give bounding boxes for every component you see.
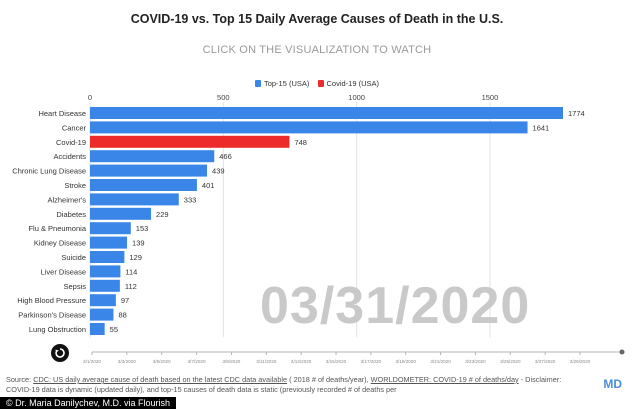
chart-title: COVID-19 vs. Top 15 Daily Average Causes… <box>130 12 504 26</box>
category-label: Alzheimer's <box>47 195 86 204</box>
timeline-tick-label: 3/15/2020 <box>326 359 347 364</box>
category-labels: Heart Disease Cancer Covid-19 Accidents Chro… <box>12 109 87 334</box>
chart-legend: Top-15 (USA) Covid-19 (USA) <box>0 79 634 88</box>
data-label: 112 <box>125 282 137 291</box>
data-labels: 1774 1641 748 466 439 401 333 229 153 139 129 114 11… <box>110 109 585 334</box>
bar <box>90 179 197 191</box>
source-text-2: - Disclaimer: COVID-19 data is dynamic (… <box>6 375 562 394</box>
timeline-tick-label: 3/13/2020 <box>291 359 312 364</box>
x-axis-ticks: 0 500 1000 1500 <box>88 93 498 102</box>
data-label: 114 <box>125 267 137 276</box>
data-label: 55 <box>110 325 118 334</box>
data-label: 97 <box>121 296 129 305</box>
data-label: 129 <box>129 253 142 262</box>
category-label: Parkinson's Disease <box>18 311 86 320</box>
data-label: 153 <box>136 224 149 233</box>
category-label: Liver Disease <box>41 267 86 276</box>
bar <box>90 107 563 119</box>
legend-item-covid[interactable]: Covid-19 (USA) <box>317 79 380 88</box>
category-label: Flu & Pneumonia <box>28 224 86 233</box>
bar <box>90 164 208 177</box>
bar <box>90 222 131 235</box>
timeline-tick-label: 3/23/2020 <box>465 359 486 364</box>
x-tick-label: 1500 <box>482 93 499 102</box>
watch-visualization-link[interactable]: CLICK ON THE VISUALIZATION TO WATCH <box>202 44 432 56</box>
bar-chart[interactable]: 0 500 1000 1500 Heart Disease Cancer Covid-19… <box>0 0 634 370</box>
source-label: Source: <box>6 375 32 384</box>
bar <box>90 294 116 307</box>
timeline-tick-label: 3/21/2020 <box>430 359 451 364</box>
legend-item-top15[interactable]: Top-15 (USA) <box>254 79 310 88</box>
bar <box>90 279 120 292</box>
category-label: Kidney Disease <box>34 239 86 248</box>
timeline-tick-label: 3/3/2020 <box>118 359 136 364</box>
bar <box>90 265 121 278</box>
x-tick-label: 1000 <box>348 93 365 102</box>
x-tick-label: 500 <box>217 93 230 102</box>
replay-button[interactable] <box>51 344 69 362</box>
bars <box>90 107 563 335</box>
timeline-handle <box>619 349 625 355</box>
timeline-tick-label: 3/29/2020 <box>570 359 591 364</box>
category-label: Covid-19 <box>56 138 86 147</box>
cdc-source-link[interactable]: CDC: US daily average cause of death bas… <box>33 375 288 384</box>
timeline-axis[interactable]: 3/1/2020 3/3/2020 3/5/2020 3/7/2020 3/9/2020… <box>83 349 625 365</box>
timeline-tick-label: 3/25/2020 <box>500 359 521 364</box>
bar <box>90 150 215 163</box>
legend-label-top15: Top-15 (USA) <box>263 79 310 88</box>
data-label: 229 <box>156 210 169 219</box>
category-label: Diabetes <box>56 210 86 219</box>
category-label: Chronic Lung Disease <box>12 167 86 176</box>
image-credit: © Dr. Maria Danilychev, M.D. via Flouris… <box>0 397 177 409</box>
category-label: High Blood Pressure <box>17 296 86 305</box>
category-label: Accidents <box>53 152 86 161</box>
category-label: Suicide <box>61 253 86 262</box>
bar <box>90 323 105 335</box>
bar <box>90 193 179 206</box>
data-label: 139 <box>132 239 145 248</box>
bar <box>90 308 114 321</box>
data-label: 88 <box>118 311 126 320</box>
category-label: Stroke <box>64 181 86 190</box>
data-label: 439 <box>212 167 225 176</box>
worldometer-source-link[interactable]: WORLDOMETER: COVID-19 # of deaths/day <box>370 375 519 384</box>
timeline-tick-label: 3/19/2020 <box>395 359 416 364</box>
category-label: Heart Disease <box>38 109 86 118</box>
timeline-tick-label: 3/17/2020 <box>361 359 382 364</box>
category-label: Sepsis <box>63 282 86 291</box>
data-label: 1774 <box>568 109 585 118</box>
replay-icon <box>55 348 65 358</box>
bar <box>90 251 125 263</box>
bar <box>90 121 528 134</box>
timeline-tick-label: 3/7/2020 <box>188 359 206 364</box>
bar <box>90 236 128 249</box>
bar <box>90 135 290 148</box>
source-note: Source: CDC: US daily average cause of d… <box>6 375 586 398</box>
brand-logo: MD <box>603 377 622 391</box>
legend-swatch-covid <box>317 80 324 87</box>
data-label: 748 <box>294 138 307 147</box>
timeline-tick-label: 3/9/2020 <box>222 359 240 364</box>
timeline-tick-label: 3/27/2020 <box>535 359 556 364</box>
bar <box>90 207 152 220</box>
category-label: Lung Obstruction <box>29 325 86 334</box>
data-label: 401 <box>202 181 215 190</box>
timeline-tick-label: 3/11/2020 <box>256 359 277 364</box>
timeline-tick-label: 3/5/2020 <box>153 359 171 364</box>
timeline-tick-label: 3/1/2020 <box>83 359 101 364</box>
data-label: 466 <box>219 152 232 161</box>
legend-swatch-top15 <box>254 80 261 87</box>
category-label: Cancer <box>62 123 87 132</box>
source-text-1: ( 2018 # of deaths/year), <box>287 375 371 384</box>
legend-label-covid: Covid-19 (USA) <box>326 79 380 88</box>
data-label: 1641 <box>533 123 550 132</box>
x-tick-label: 0 <box>88 93 92 102</box>
current-date-display: 03/31/2020 <box>260 277 531 335</box>
data-label: 333 <box>184 195 197 204</box>
